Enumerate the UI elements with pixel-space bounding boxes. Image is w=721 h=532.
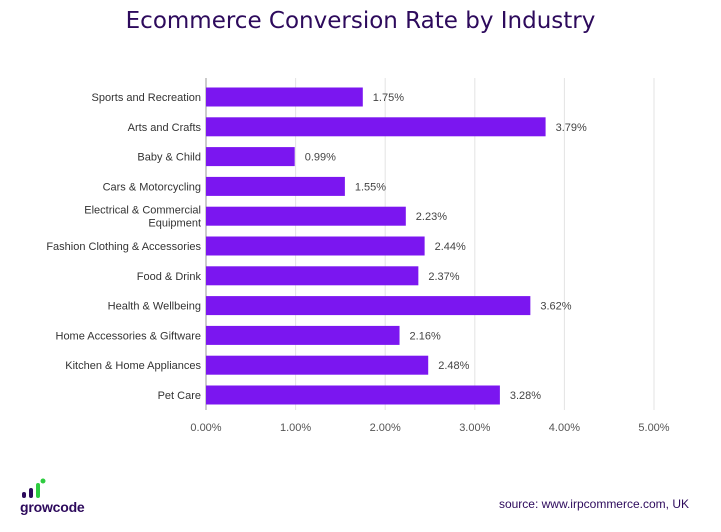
category-label: Home Accessories & Giftware — [56, 330, 202, 342]
data-label: 3.62% — [540, 301, 571, 313]
source-note: source: www.irpcommerce.com, UK — [498, 497, 689, 511]
category-label: Fashion Clothing & Accessories — [46, 241, 201, 253]
x-tick-label: 2.00% — [370, 422, 401, 434]
category-label: Pet Care — [158, 390, 201, 402]
bar — [206, 325, 400, 345]
x-tick-label: 5.00% — [638, 422, 669, 434]
category-label: Electrical & Commercial Equipment — [84, 205, 201, 230]
bar — [206, 296, 531, 316]
bar — [206, 206, 406, 226]
data-label: 2.48% — [438, 360, 469, 372]
bar — [206, 266, 419, 286]
data-label: 0.99% — [305, 152, 336, 164]
data-label: 2.23% — [416, 211, 447, 223]
data-label: 1.75% — [373, 92, 404, 104]
category-label: Cars & Motorcycling — [103, 181, 201, 193]
x-tick-label: 1.00% — [280, 422, 311, 434]
data-label: 1.55% — [355, 181, 386, 193]
category-label: Sports and Recreation — [92, 92, 201, 104]
x-tick-label: 0.00% — [190, 422, 221, 434]
data-label: 2.37% — [428, 271, 459, 283]
category-label: Food & Drink — [137, 271, 202, 283]
data-label: 3.79% — [556, 122, 587, 134]
category-label: Kitchen & Home Appliances — [65, 360, 201, 372]
growcode-logo-icon — [22, 478, 46, 498]
bar — [206, 176, 345, 196]
x-tick-label: 3.00% — [459, 422, 490, 434]
category-label: Health & Wellbeing — [108, 301, 201, 313]
category-label: Baby & Child — [137, 152, 201, 164]
logo-text: growcode — [20, 499, 85, 515]
growcode-logo: growcode — [20, 478, 85, 515]
bar — [206, 355, 429, 375]
data-label: 2.16% — [410, 330, 441, 342]
bar — [206, 147, 295, 167]
chart-title: Ecommerce Conversion Rate by Industry — [125, 8, 596, 34]
bar — [206, 87, 363, 107]
category-label: Arts and Crafts — [128, 122, 202, 134]
data-label: 3.28% — [510, 390, 541, 402]
bar — [206, 117, 546, 137]
bar — [206, 236, 425, 256]
bar-chart: 0.00% 1.00% 2.00% 3.00% 4.00% 5.00% 1.75% Sport… — [46, 78, 670, 434]
bar — [206, 385, 500, 405]
x-tick-label: 4.00% — [549, 422, 580, 434]
data-label: 2.44% — [435, 241, 466, 253]
